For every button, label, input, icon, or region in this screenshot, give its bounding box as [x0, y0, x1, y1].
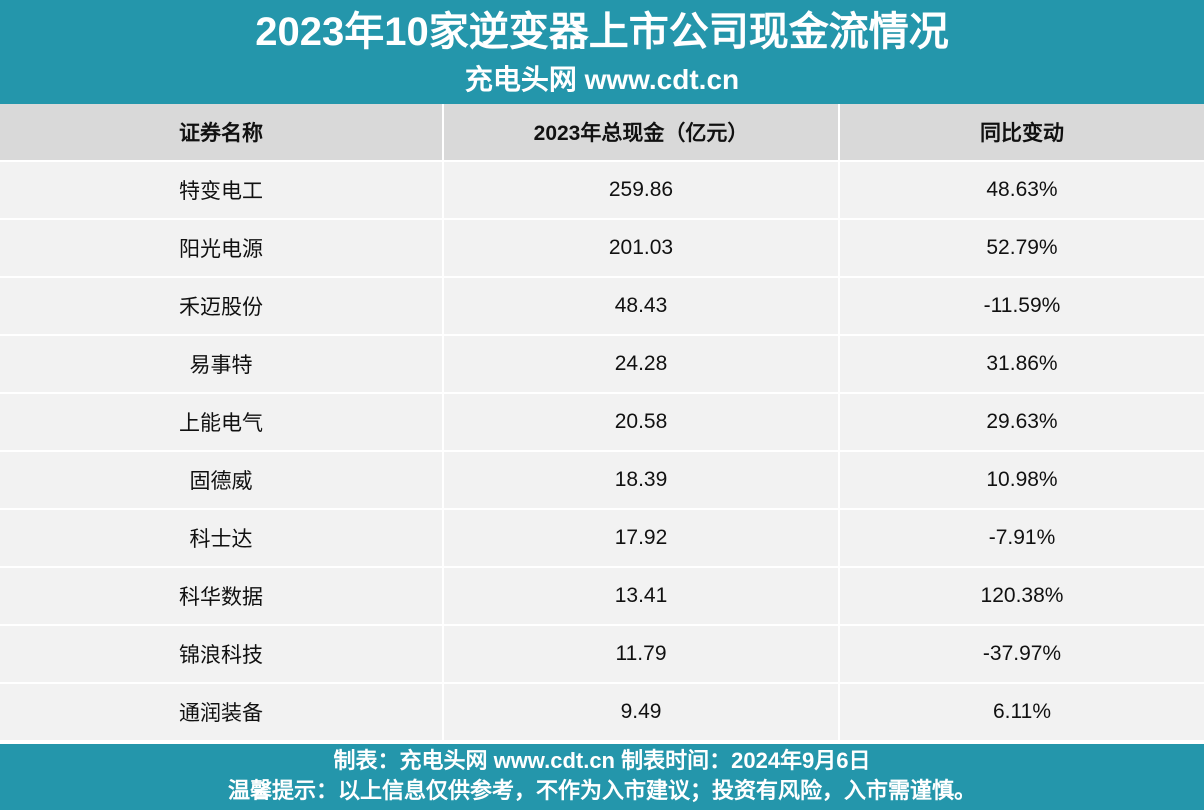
stock-name-cell: 固德威: [0, 451, 444, 510]
header-banner: 2023年10家逆变器上市公司现金流情况 充电头网 www.cdt.cn: [0, 0, 1204, 104]
yoy-change-cell: -11.59%: [839, 277, 1204, 336]
yoy-change-cell: 31.86%: [839, 335, 1204, 394]
cashflow-table: 证券名称 2023年总现金（亿元） 同比变动 特变电工 259.86 48.63% 阳…: [0, 104, 1204, 742]
table-row: 锦浪科技 11.79 -37.97%: [0, 625, 1204, 684]
stock-name-cell: 特变电工: [0, 161, 444, 220]
stock-name-cell: 禾迈股份: [0, 277, 444, 336]
footer-banner: 制表：充电头网 www.cdt.cn 制表时间：2024年9月6日 温馨提示：以…: [0, 744, 1204, 810]
total-cash-cell: 18.39: [443, 451, 840, 510]
total-cash-cell: 11.79: [443, 625, 840, 684]
yoy-change-cell: 10.98%: [839, 451, 1204, 510]
footer-credit: 制表：充电头网 www.cdt.cn 制表时间：2024年9月6日: [333, 748, 871, 773]
total-cash-cell: 20.58: [443, 393, 840, 452]
yoy-change-cell: 52.79%: [839, 219, 1204, 278]
table-row: 科华数据 13.41 120.38%: [0, 567, 1204, 626]
total-cash-cell: 9.49: [443, 683, 840, 742]
table-row: 特变电工 259.86 48.63%: [0, 161, 1204, 220]
total-cash-cell: 48.43: [443, 277, 840, 336]
table-row: 固德威 18.39 10.98%: [0, 451, 1204, 510]
table-row: 科士达 17.92 -7.91%: [0, 509, 1204, 568]
table-row: 易事特 24.28 31.86%: [0, 335, 1204, 394]
yoy-change-cell: 29.63%: [839, 393, 1204, 452]
yoy-change-cell: -37.97%: [839, 625, 1204, 684]
table-row: 上能电气 20.58 29.63%: [0, 393, 1204, 452]
stock-name-cell: 科士达: [0, 509, 444, 568]
column-header-cash: 2023年总现金（亿元）: [443, 104, 840, 162]
stock-name-cell: 上能电气: [0, 393, 444, 452]
table-header-row: 证券名称 2023年总现金（亿元） 同比变动: [0, 104, 1204, 162]
yoy-change-cell: 6.11%: [839, 683, 1204, 742]
page-title: 2023年10家逆变器上市公司现金流情况: [255, 10, 949, 54]
stock-name-cell: 阳光电源: [0, 219, 444, 278]
total-cash-cell: 13.41: [443, 567, 840, 626]
table-body: 特变电工 259.86 48.63% 阳光电源 201.03 52.79% 禾迈股份 48.4…: [0, 161, 1204, 742]
footer-disclaimer: 温馨提示：以上信息仅供参考，不作为入市建议；投资有风险，入市需谨慎。: [227, 778, 976, 803]
stock-name-cell: 通润装备: [0, 683, 444, 742]
table-row: 阳光电源 201.03 52.79%: [0, 219, 1204, 278]
total-cash-cell: 201.03: [443, 219, 840, 278]
total-cash-cell: 24.28: [443, 335, 840, 394]
yoy-change-cell: 120.38%: [839, 567, 1204, 626]
stock-name-cell: 科华数据: [0, 567, 444, 626]
column-header-change: 同比变动: [839, 104, 1204, 162]
stock-name-cell: 易事特: [0, 335, 444, 394]
column-header-name: 证券名称: [0, 104, 444, 162]
yoy-change-cell: -7.91%: [839, 509, 1204, 568]
total-cash-cell: 17.92: [443, 509, 840, 568]
yoy-change-cell: 48.63%: [839, 161, 1204, 220]
stock-name-cell: 锦浪科技: [0, 625, 444, 684]
table-row: 禾迈股份 48.43 -11.59%: [0, 277, 1204, 336]
page-subtitle: 充电头网 www.cdt.cn: [464, 64, 740, 95]
table-row: 通润装备 9.49 6.11%: [0, 683, 1204, 742]
total-cash-cell: 259.86: [443, 161, 840, 220]
